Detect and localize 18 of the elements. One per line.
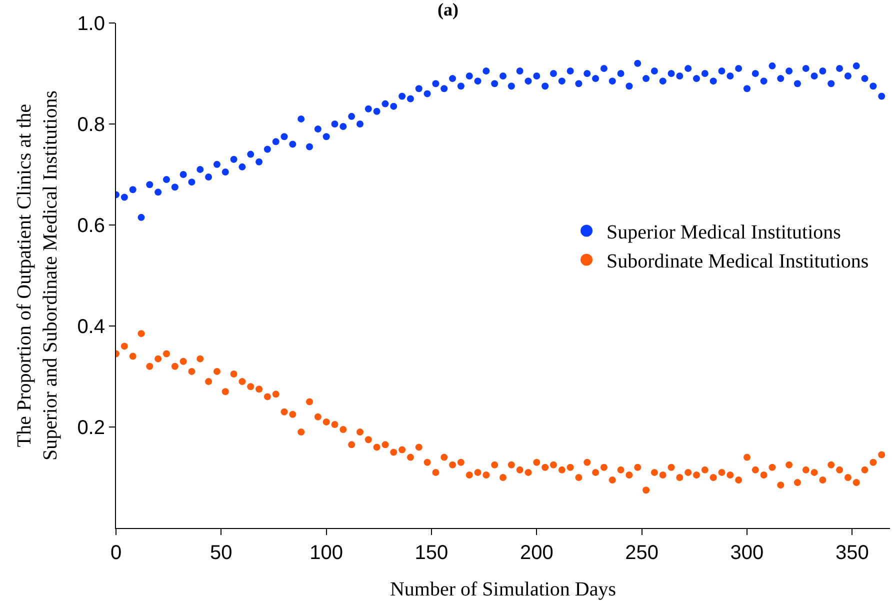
y-tick-label: 0.8 — [77, 114, 105, 136]
x-tick-label: 350 — [835, 542, 869, 564]
x-tick-label: 0 — [110, 542, 122, 564]
legend-label: Subordinate Medical Institutions — [606, 250, 869, 272]
y-tick-label: 1.0 — [77, 13, 105, 35]
x-tick-label: 200 — [520, 542, 554, 564]
y-tick-label: 0.6 — [77, 215, 105, 237]
x-tick-label: 100 — [310, 542, 344, 564]
x-axis-title: Number of Simulation Days — [390, 578, 616, 600]
x-tick-label: 150 — [414, 542, 448, 564]
y-axis-title: The Proportion of Outpatient Clinics at the Superior and Subordinate Medical Institutions — [14, 90, 62, 460]
x-tick-label: 50 — [210, 542, 232, 564]
x-tick-label: 300 — [730, 542, 764, 564]
x-tick-label: 250 — [625, 542, 659, 564]
chart-title: (a) — [438, 0, 458, 20]
legend-label: Superior Medical Institutions — [606, 222, 842, 244]
y-tick-label: 0.4 — [77, 316, 105, 338]
y-tick-label: 0.2 — [77, 417, 105, 439]
